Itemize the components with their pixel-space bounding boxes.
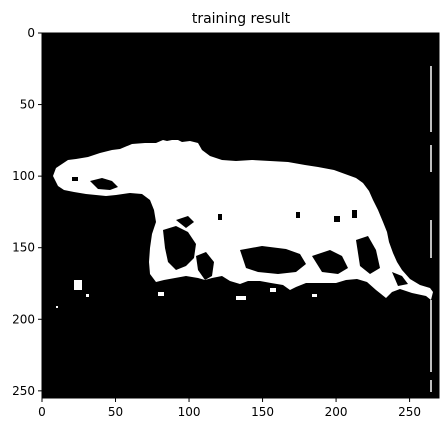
mask-hole-belly [240, 246, 306, 274]
foreground-speck [158, 292, 164, 296]
foreground-speck [74, 280, 82, 290]
y-tick-label: 50 [20, 98, 35, 112]
chart-title: training result [192, 11, 291, 27]
foreground-speck [86, 294, 89, 297]
x-tick-label: 200 [325, 405, 348, 419]
mask-hole-front-leg [196, 252, 214, 280]
mask-hole-hind [312, 250, 348, 274]
mask-hole-back-leg [356, 236, 380, 274]
x-tick-label: 0 [38, 405, 46, 419]
mask-speck-hole [352, 210, 357, 218]
plot-area [41, 32, 440, 399]
y-tick-label: 0 [27, 26, 35, 40]
x-tick-label: 150 [251, 405, 274, 419]
x-tick-label: 100 [178, 405, 201, 419]
mask-hole-chest [163, 226, 196, 270]
y-axis: 0 50 100 150 200 250 [12, 26, 42, 398]
foreground-speck [56, 306, 58, 308]
mask-speck-hole [334, 216, 340, 222]
y-tick-label: 150 [12, 241, 35, 255]
x-axis: 0 50 100 150 200 250 [38, 398, 421, 419]
mask-speck-hole [296, 212, 300, 218]
x-tick-label: 250 [398, 405, 421, 419]
mask-speck-hole [218, 214, 222, 220]
foreground-speck [312, 294, 317, 297]
foreground-speck [270, 288, 276, 292]
y-tick-label: 100 [12, 169, 35, 183]
y-tick-label: 200 [12, 312, 35, 326]
foreground-speck [236, 296, 246, 300]
mask-hole-tail [392, 272, 408, 286]
y-tick-label: 250 [12, 384, 35, 398]
mask-speck-hole [72, 177, 78, 181]
axes-frame [41, 32, 440, 399]
mask-hole-shoulder [176, 216, 194, 228]
mask-hole-neck [90, 178, 118, 190]
x-tick-label: 50 [108, 405, 123, 419]
